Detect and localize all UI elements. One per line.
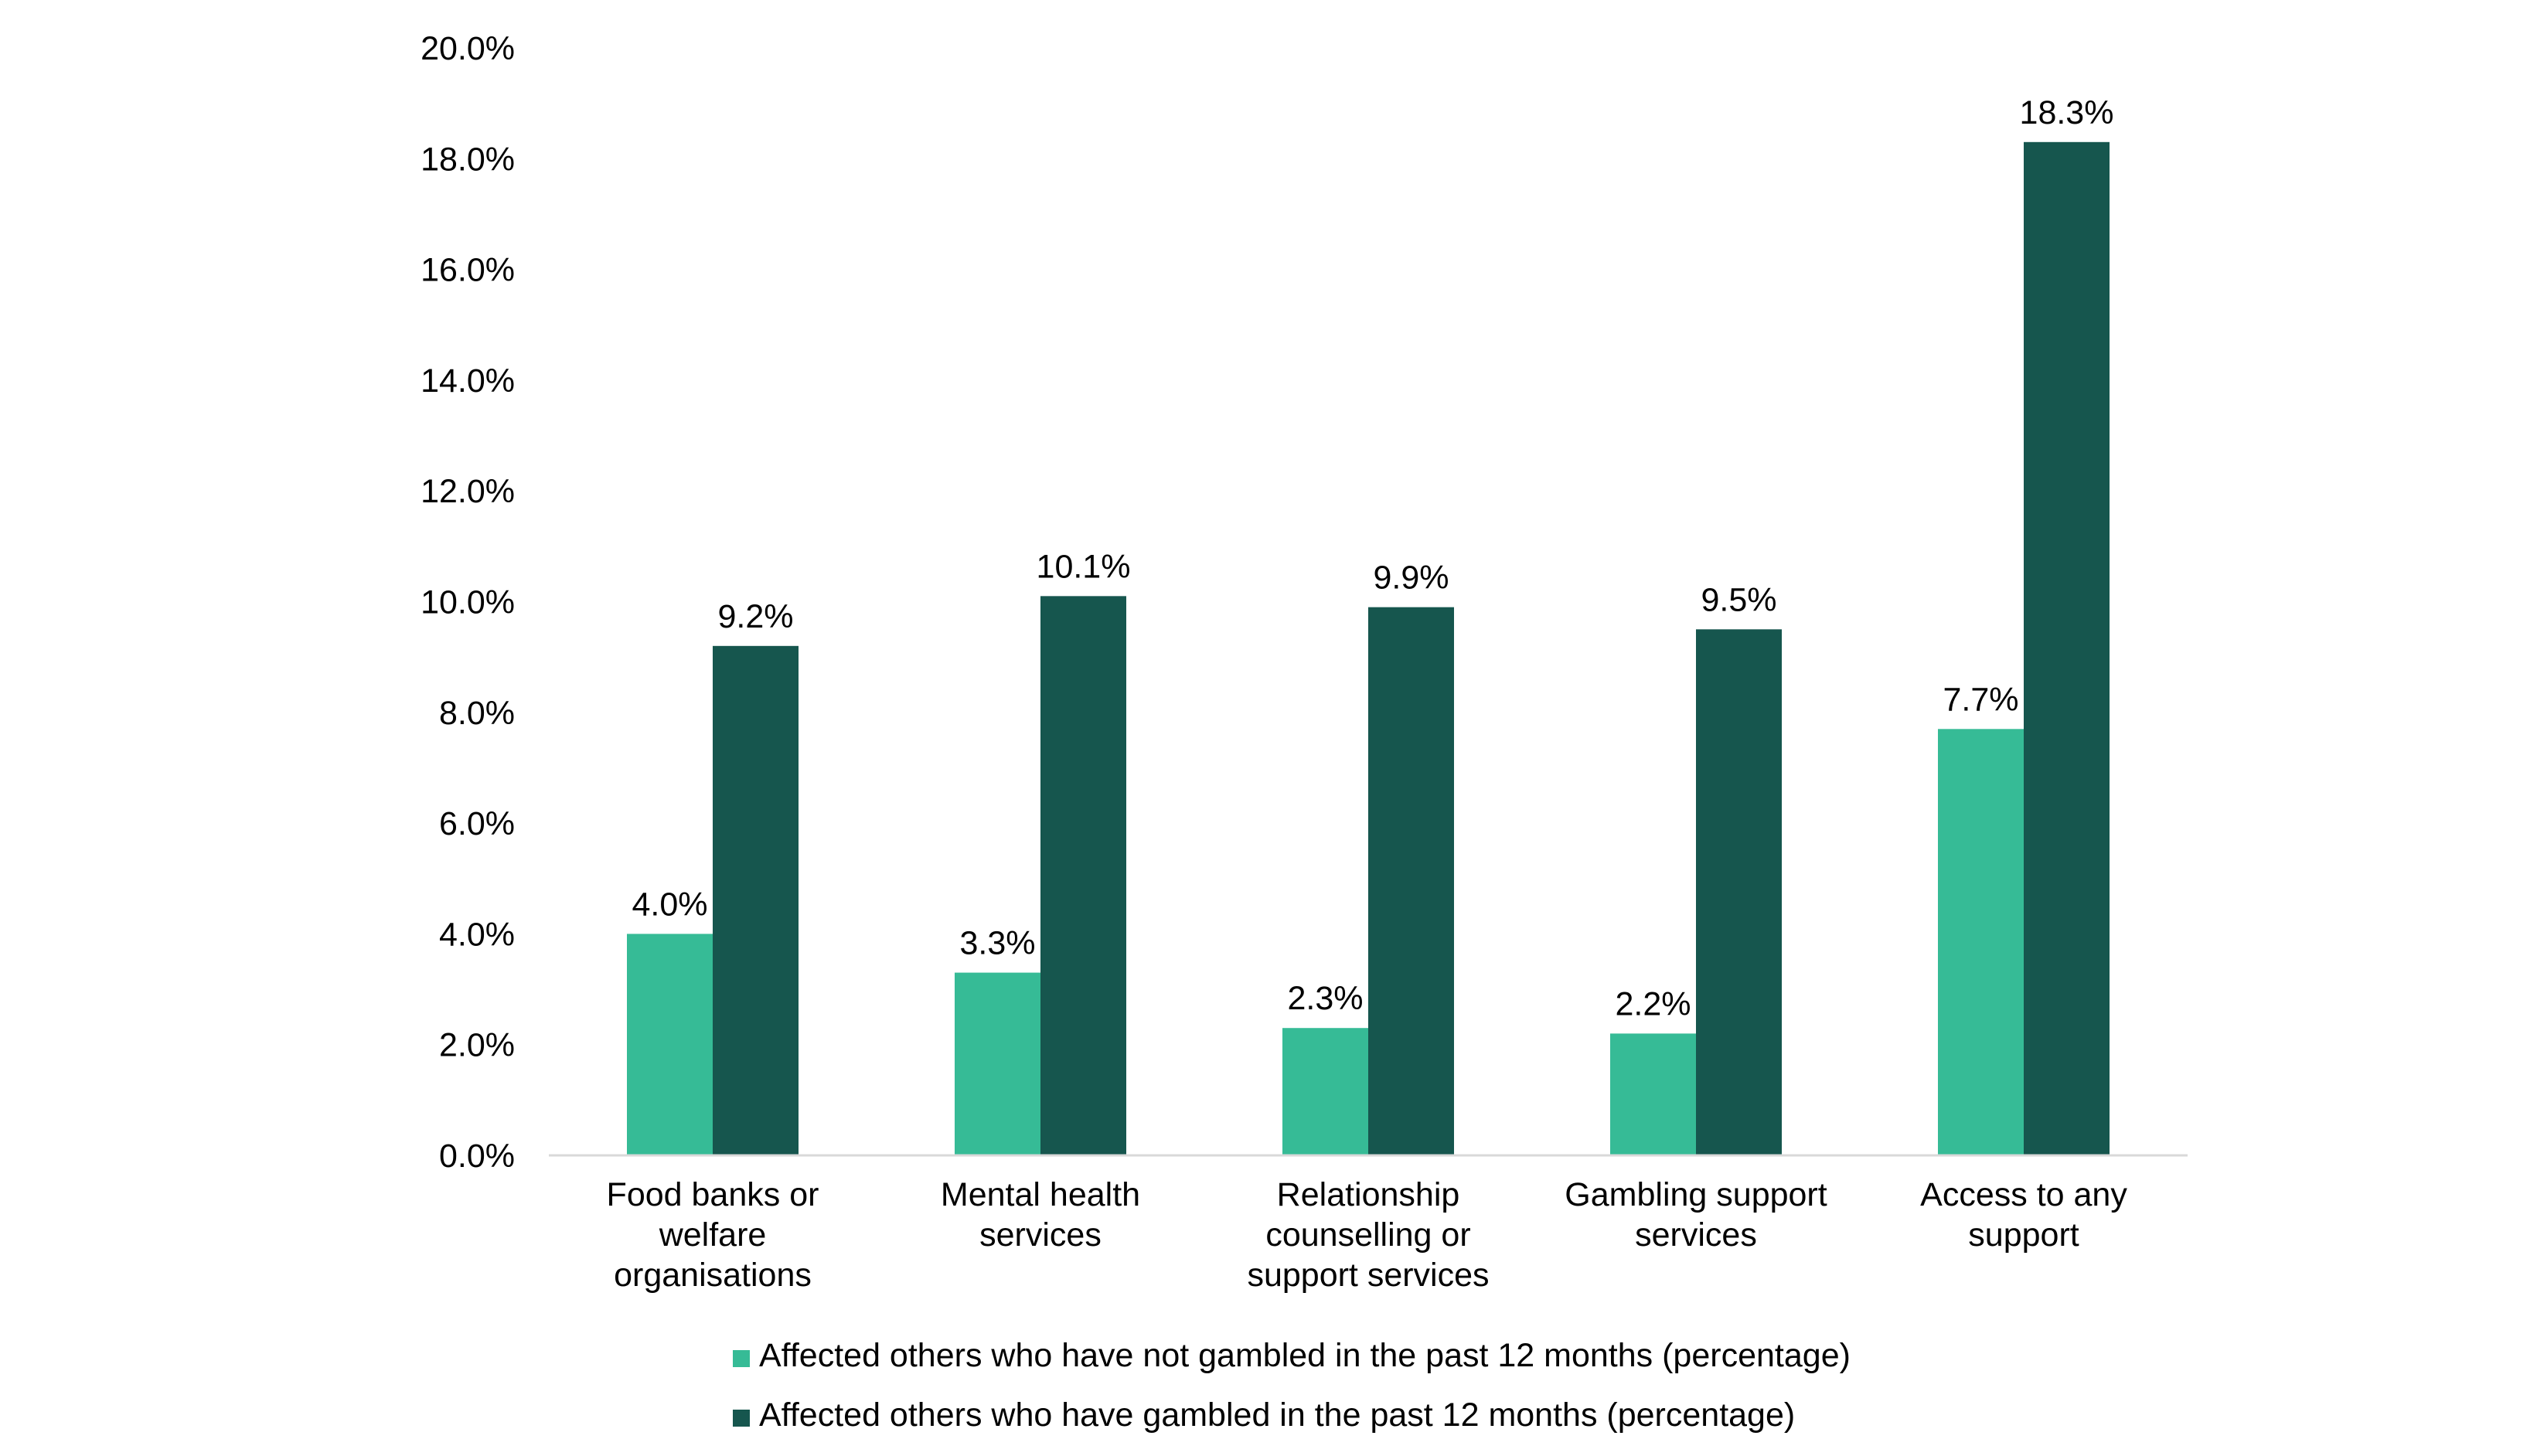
y-tick-label: 0.0% [439,1138,515,1175]
bar-series-2 [2024,141,2110,1156]
data-label: 9.5% [1701,581,1776,618]
data-label: 9.9% [1373,560,1449,597]
y-tick-label: 20.0% [421,30,515,67]
bar-series-1 [1610,1033,1696,1155]
y-tick-label: 18.0% [421,141,515,178]
y-tick-label: 12.0% [421,473,515,510]
category-label: Gambling support services [1565,1176,1827,1254]
legend-label: Affected others who have gambled in the … [759,1396,1795,1434]
bar-series-1 [1282,1028,1368,1155]
data-label: 10.1% [1037,548,1131,585]
category-label: Access to any support [1920,1176,2127,1254]
y-tick-label: 16.0% [421,252,515,289]
bar-series-1 [955,972,1040,1155]
category-label: Food banks or welfare organisations [607,1176,819,1294]
category-label: Mental health services [941,1176,1140,1254]
bar-series-1 [627,934,713,1155]
bar-series-2 [1368,607,1454,1155]
data-label: 2.2% [1615,985,1691,1022]
data-label: 2.3% [1287,980,1363,1017]
legend-swatch [733,1410,750,1427]
bar-series-1 [1938,729,2024,1155]
y-tick-label: 4.0% [439,916,515,953]
bar-series-2 [1040,596,1126,1155]
category-label: Relationship counselling or support servic… [1247,1176,1489,1294]
y-tick-label: 14.0% [421,362,515,400]
bars [627,141,2110,1156]
y-axis: 0.0% 2.0% 4.0% 6.0% 8.0% 10.0% 12.0% 14.0% 16.0%… [421,30,515,1175]
y-tick-label: 6.0% [439,805,515,842]
data-label: 3.3% [959,925,1035,962]
data-label: 4.0% [632,886,707,923]
bar-series-2 [1696,629,1782,1155]
y-tick-label: 2.0% [439,1027,515,1064]
legend-item: Affected others who have gambled in the … [733,1396,1795,1434]
bar-series-2 [713,645,799,1155]
data-label: 9.2% [717,598,793,635]
legend: Affected others who have not gambled in … [733,1337,1851,1434]
legend-item: Affected others who have not gambled in … [733,1337,1851,1374]
legend-label: Affected others who have not gambled in … [759,1337,1851,1374]
y-tick-label: 10.0% [421,584,515,621]
x-axis: Food banks or welfare organisations Mental … [607,1176,2128,1294]
data-label: 7.7% [1943,681,2018,718]
data-labels: 4.0% 9.2% 3.3% 10.1% 2.3% 9.9% 2.2% 9.5% 7.7% 18.… [632,94,2113,1023]
legend-swatch [733,1350,750,1367]
y-tick-label: 8.0% [439,695,515,732]
data-label: 18.3% [2020,94,2114,131]
